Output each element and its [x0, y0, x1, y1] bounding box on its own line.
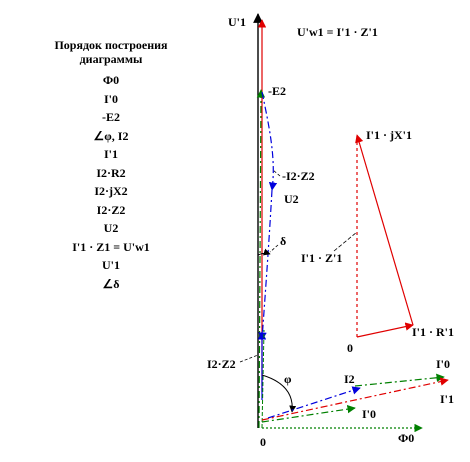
step-item: U2	[103, 221, 119, 235]
i2-label: I2	[344, 372, 355, 386]
i2z2-lower-leader	[239, 354, 259, 363]
triangle-z-label: I'1 · Z'1	[301, 251, 342, 265]
i0-inner-vector	[261, 404, 356, 423]
green-short-vector	[261, 329, 265, 429]
step-item: I2·Z2	[96, 202, 126, 217]
uw1-equation-label: U'w1 = I'1 · Z'1	[297, 25, 378, 39]
triangle-origin-label: 0	[347, 341, 353, 355]
i0-right-label: I'0	[436, 357, 450, 371]
i1-vector	[261, 377, 449, 421]
triangle-jx-vector	[355, 134, 414, 326]
phi0-label: Ф0	[398, 431, 414, 445]
i0-right-vector	[354, 373, 445, 387]
step-item: U'1	[102, 258, 120, 272]
i2-vector	[267, 386, 361, 419]
u2-label: U2	[284, 192, 299, 206]
step-item: I'1	[103, 147, 118, 161]
procedure-heading-line1: Порядок построения	[54, 38, 168, 52]
triangle-z-leader	[333, 231, 358, 252]
u2-vector	[258, 189, 273, 341]
delta-leader	[269, 244, 279, 253]
origin-label: 0	[260, 435, 266, 449]
step-item: Ф0	[102, 73, 120, 87]
step-item: I'1 · Z1 = U'w1	[72, 239, 150, 254]
procedure-heading: Порядок построения диаграммы	[22, 38, 200, 66]
triangle-r-vector	[356, 322, 414, 338]
step-item: -E2	[102, 110, 120, 124]
step-item: I2·jX2	[94, 184, 128, 198]
step-item: ∠φ, I2	[93, 128, 129, 143]
minus-e2-vector	[256, 89, 266, 429]
phi-label: φ	[284, 372, 292, 386]
step-item: ∠δ	[102, 276, 120, 291]
minus-i2z2-label: -I2·Z2	[282, 169, 315, 183]
minus-i2z2-leader	[272, 169, 281, 177]
triangle-r-label: I'1 · R'1	[412, 325, 454, 339]
step-item: I'0	[103, 91, 118, 106]
minus-e2-label: -E2	[268, 84, 286, 98]
i1-right-label: I'1	[440, 392, 454, 406]
i2z2-lower-label: I2·Z2	[207, 357, 236, 371]
procedure-heading-line2: диаграммы	[79, 52, 143, 66]
step-item: I2·R2	[96, 165, 126, 180]
phi-arc	[261, 374, 297, 413]
minus-i2z2-vector	[261, 91, 278, 191]
delta-label: δ	[280, 234, 286, 248]
i0-inner-label: I'0	[362, 407, 376, 421]
u1-axis-label: U'1	[228, 15, 246, 29]
triangle-jx-label: I'1 · jX'1	[366, 128, 412, 142]
construction-order-list: Порядок построения диаграммы Ф0 I'0 -E2 …	[22, 38, 200, 293]
delta-arc	[257, 248, 271, 256]
